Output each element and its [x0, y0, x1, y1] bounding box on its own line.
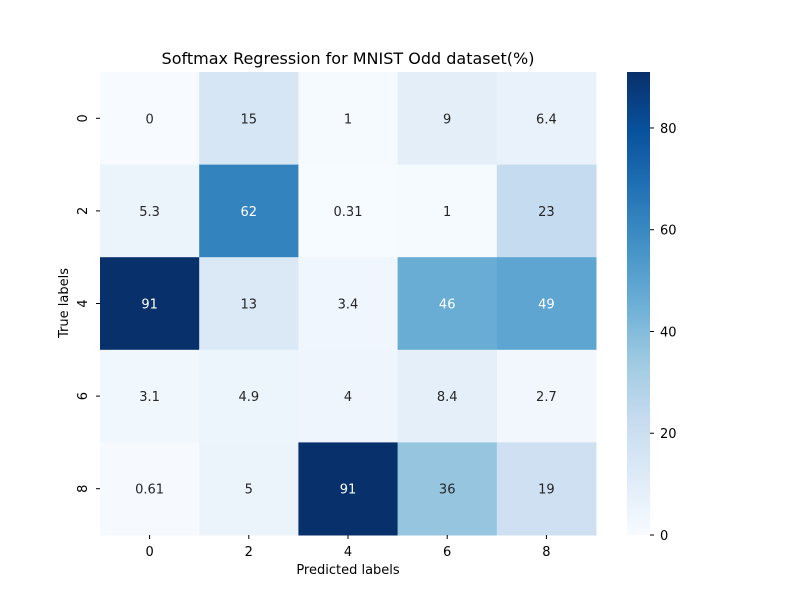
- heatmap-cell-0-4: [496, 72, 597, 166]
- cell-value-label-0-4: 6.4: [536, 112, 557, 127]
- heatmap-cell-4-0: [100, 442, 200, 536]
- cell-value-label-2-2: 3.4: [338, 298, 359, 313]
- heatmap-cell-0-2: [298, 72, 399, 166]
- cell-value-label-2-3: 46: [439, 298, 456, 313]
- x-tick-label-4: 8: [542, 545, 550, 560]
- heatmap-cell-1-4: [496, 164, 597, 258]
- heatmap-cell-4-4: [496, 442, 597, 536]
- cell-value-label-4-0: 0.61: [135, 483, 164, 498]
- heatmap-cell-1-3: [397, 164, 498, 258]
- y-tick-label-2: 4: [76, 299, 91, 307]
- cell-value-label-0-1: 15: [241, 112, 258, 127]
- heatmap-cell-4-3: [397, 442, 498, 536]
- heatmap-cell-2-2: [298, 257, 399, 351]
- cell-value-label-1-3: 1: [443, 205, 451, 220]
- heatmap-cell-3-2: [298, 349, 399, 443]
- cell-value-label-0-3: 9: [443, 112, 451, 127]
- heatmap-cell-0-1: [199, 72, 299, 166]
- y-axis-ticks: 0 2 4 6 8: [76, 114, 100, 493]
- cell-value-label-1-0: 5.3: [139, 205, 160, 220]
- cell-value-label-3-3: 8.4: [437, 390, 458, 405]
- y-tick-label-1: 2: [76, 207, 91, 215]
- colorbar-tick-label-2: 40: [660, 325, 677, 340]
- colorbar-ticks: 0 20 40 60 80: [650, 122, 677, 544]
- cell-value-label-2-1: 13: [241, 298, 258, 313]
- heatmap-cell-2-4: [496, 257, 597, 351]
- x-tick-label-0: 0: [145, 545, 153, 560]
- heatmap-cell-1-2: [298, 164, 399, 258]
- cell-value-label-3-1: 4.9: [238, 390, 259, 405]
- heatmap-cell-3-1: [199, 349, 299, 443]
- cell-value-label-2-0: 91: [141, 298, 158, 313]
- y-tick-label-3: 6: [76, 392, 91, 400]
- x-axis-ticks: 0 2 4 6 8: [145, 535, 551, 560]
- heatmap-cell-2-1: [199, 257, 299, 351]
- y-tick-label-0: 0: [76, 114, 91, 122]
- heatmap-cell-1-0: [100, 164, 200, 258]
- y-tick-label-4: 8: [76, 485, 91, 493]
- colorbar-tick-label-0: 0: [660, 529, 668, 544]
- cell-value-label-2-4: 49: [538, 298, 555, 313]
- x-tick-label-2: 4: [344, 545, 352, 560]
- x-axis-title: Predicted labels: [296, 563, 400, 578]
- cell-value-label-3-4: 2.7: [536, 390, 557, 405]
- cell-value-label-4-3: 36: [439, 483, 456, 498]
- colorbar-tick-label-4: 80: [660, 122, 677, 137]
- cell-value-label-4-2: 91: [340, 483, 357, 498]
- y-axis-title: True labels: [57, 268, 72, 339]
- heatmap-cell-2-0: [100, 257, 200, 351]
- x-tick-label-3: 6: [443, 545, 451, 560]
- cell-value-label-1-4: 23: [538, 205, 555, 220]
- cell-value-label-0-2: 1: [344, 112, 352, 127]
- heatmap-cell-2-3: [397, 257, 498, 351]
- heatmap-cell-4-2: [298, 442, 399, 536]
- cell-value-label-1-2: 0.31: [334, 205, 363, 220]
- heatmap-cell-1-1: [199, 164, 299, 258]
- cell-value-label-4-1: 5: [245, 483, 253, 498]
- heatmap-cell-4-1: [199, 442, 299, 536]
- cell-value-label-1-1: 62: [241, 205, 258, 220]
- colorbar: [627, 72, 650, 535]
- cell-value-label-3-0: 3.1: [139, 390, 160, 405]
- x-tick-label-1: 2: [245, 545, 253, 560]
- cell-value-label-4-4: 19: [538, 483, 555, 498]
- chart-title: Softmax Regression for MNIST Odd dataset…: [162, 49, 535, 68]
- heatmap-cell-3-4: [496, 349, 597, 443]
- colorbar-tick-label-1: 20: [660, 427, 677, 442]
- heatmap-cell-3-0: [100, 349, 200, 443]
- heatmap-cell-0-3: [397, 72, 498, 166]
- cell-value-label-0-0: 0: [145, 112, 153, 127]
- cell-value-label-3-2: 4: [344, 390, 352, 405]
- heatmap-cell-0-0: [100, 72, 200, 166]
- colorbar-tick-label-3: 60: [660, 224, 677, 239]
- heatmap-cell-3-3: [397, 349, 498, 443]
